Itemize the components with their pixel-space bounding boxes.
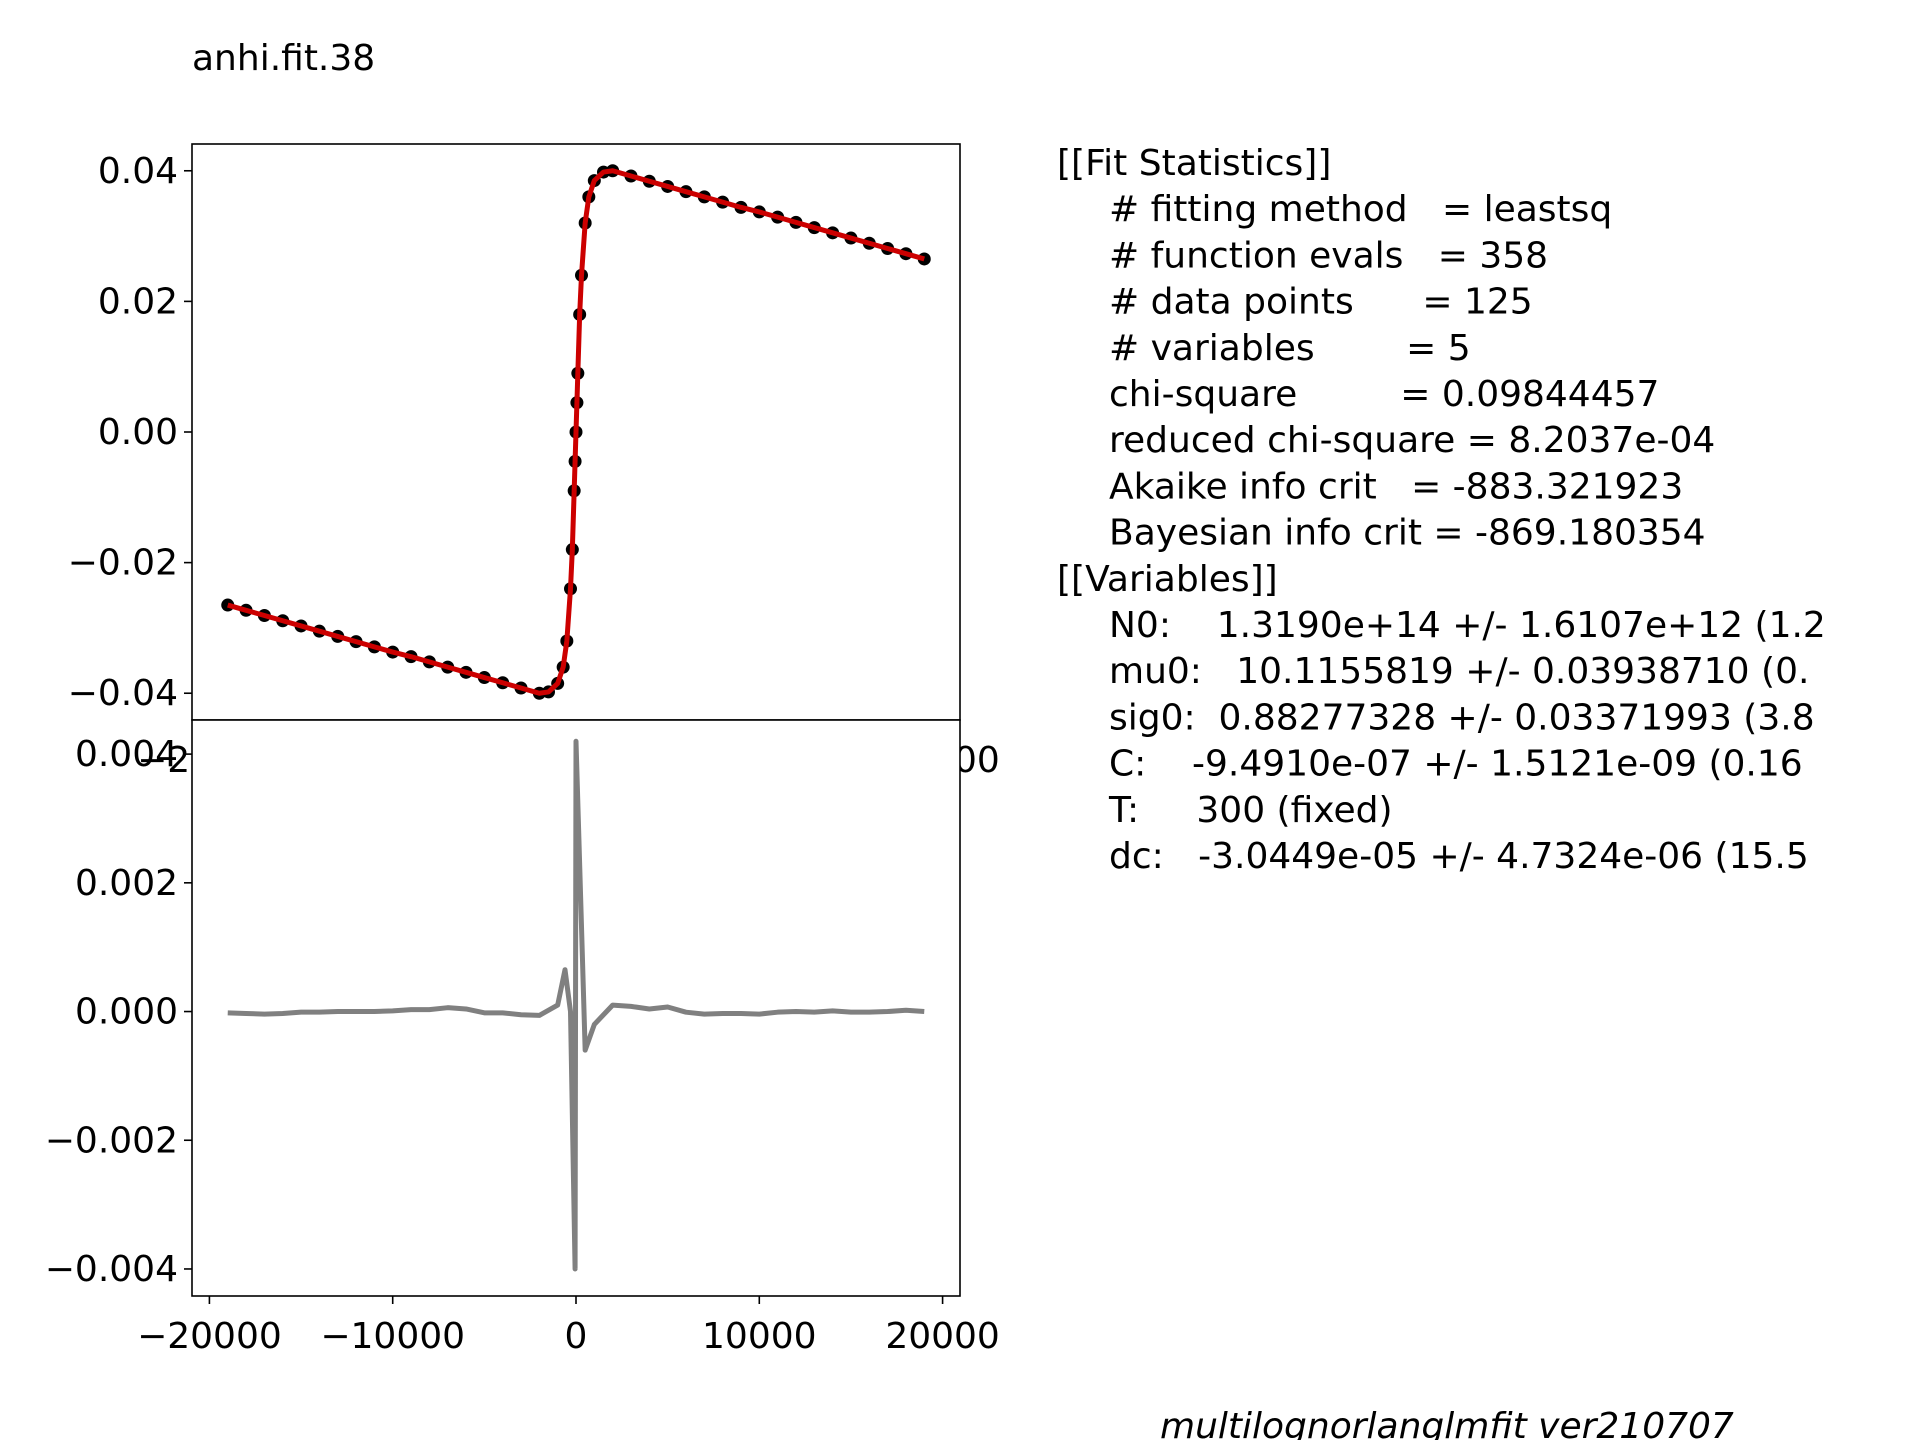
y-tick-label: −0.002	[45, 1120, 178, 1161]
chart-title: anhi.fit.38	[192, 38, 375, 79]
y-tick-label: 0.002	[75, 863, 178, 904]
data-line	[227, 168, 925, 696]
report-line: # fitting method = leastsq	[1109, 189, 1612, 230]
report-line: N0: 1.3190e+14 +/- 1.6107e+12 (1.2	[1109, 605, 1826, 646]
report-line: chi-square = 0.09844457	[1109, 374, 1659, 415]
report-line: sig0: 0.88277328 +/- 0.03371993 (3.8	[1109, 697, 1815, 738]
data-line	[227, 738, 925, 1272]
y-tick-label: 0.004	[75, 734, 178, 775]
report-line: Akaike info crit = -883.321923	[1109, 466, 1683, 507]
report-line: Bayesian info crit = -869.180354	[1109, 513, 1706, 554]
y-tick-label: −0.004	[45, 1249, 178, 1290]
x-tick-label: 0	[565, 1316, 588, 1357]
y-tick-label: 0.02	[98, 281, 178, 322]
y-tick-label: −0.04	[68, 673, 178, 714]
x-tick-label: −20000	[137, 1316, 282, 1357]
axes-frame	[191, 719, 961, 1297]
y-tick-label: 0.00	[98, 412, 178, 453]
report-line: T: 300 (fixed)	[1108, 790, 1393, 831]
report-heading: [[Variables]]	[1057, 559, 1278, 600]
report-line: # data points = 125	[1109, 282, 1533, 323]
report-heading: [[Fit Statistics]]	[1057, 143, 1331, 184]
y-tick-label: −0.02	[68, 543, 178, 584]
report-line: # function evals = 358	[1109, 235, 1548, 276]
report-line: dc: -3.0449e-05 +/- 4.7324e-06 (15.5	[1109, 836, 1809, 877]
report-line: # variables = 5	[1109, 328, 1471, 369]
y-tick-label: 0.000	[75, 992, 178, 1033]
report-line: reduced chi-square = 8.2037e-04	[1109, 420, 1715, 461]
y-tick-label: 0.04	[98, 151, 178, 192]
report-line: mu0: 10.1155819 +/- 0.03938710 (0.	[1109, 651, 1809, 692]
x-tick-label: −10000	[320, 1316, 465, 1357]
x-tick-label: 20000	[885, 1316, 1000, 1357]
report-line: C: -9.4910e-07 +/- 1.5121e-09 (0.16	[1109, 744, 1803, 785]
x-tick-label: 10000	[702, 1316, 817, 1357]
footer: multilognorlanglmfit ver210707	[1160, 1406, 1734, 1440]
